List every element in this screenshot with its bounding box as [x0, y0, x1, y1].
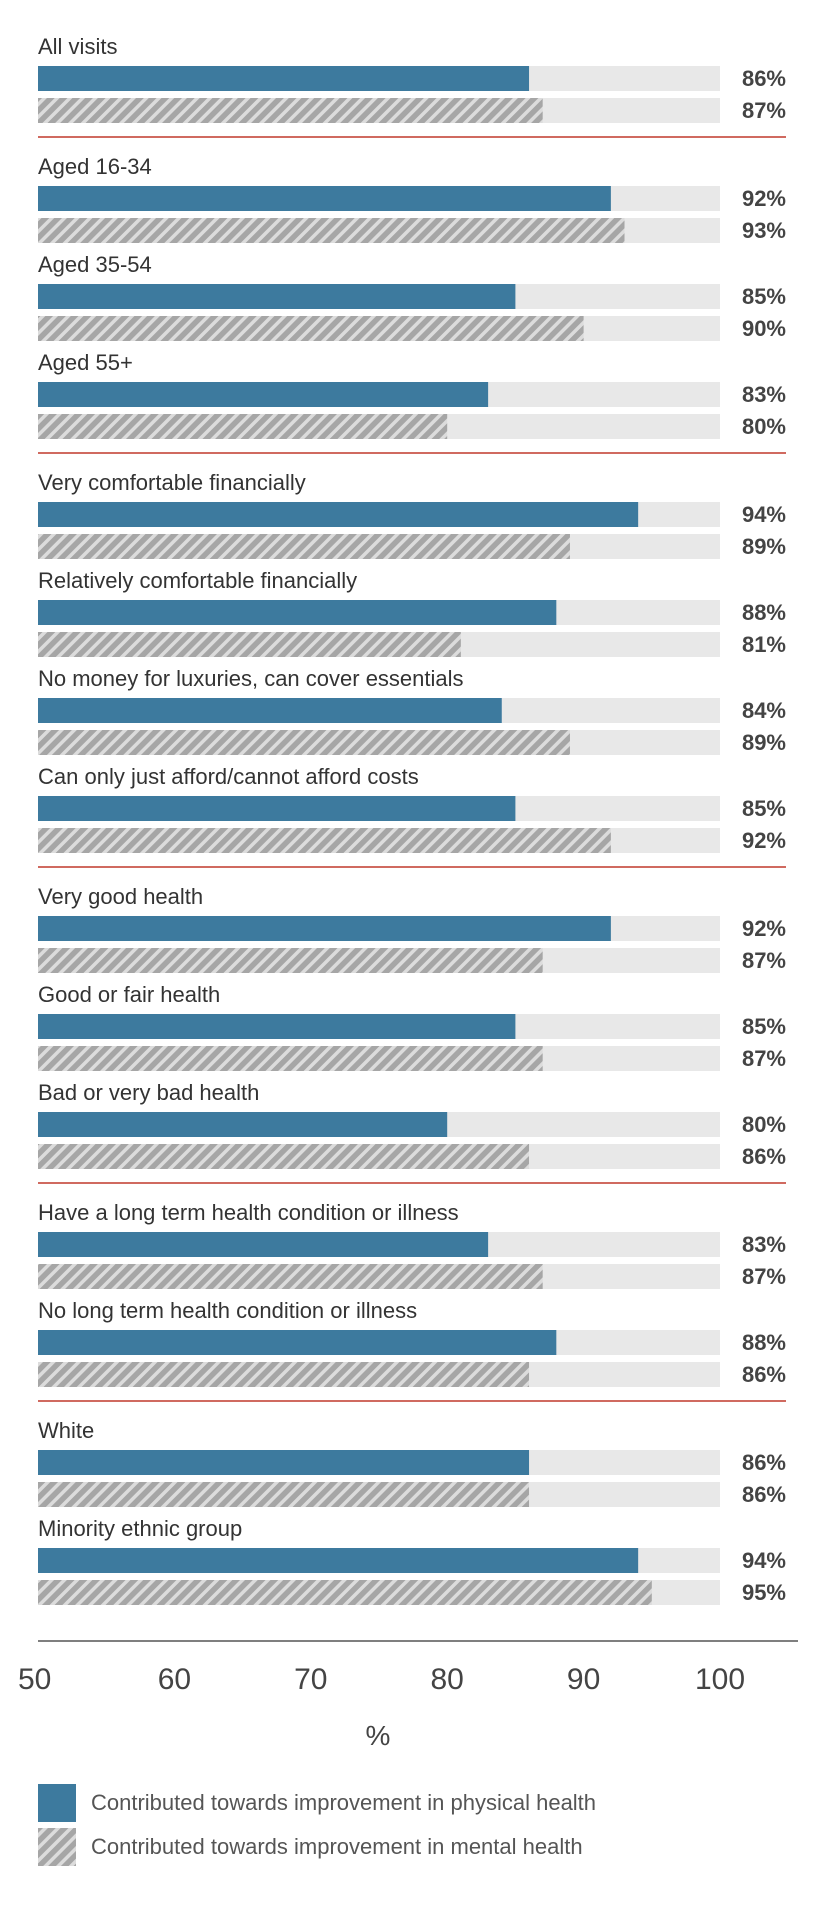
value-label: 92% [742, 186, 786, 211]
value-label: 90% [742, 316, 786, 341]
bar-mental [38, 1046, 543, 1071]
value-label: 86% [742, 1144, 786, 1169]
bar-mental [38, 632, 461, 657]
bar-physical [38, 1330, 557, 1355]
category-label: Aged 35-54 [38, 252, 152, 277]
value-label: 88% [742, 600, 786, 625]
category-label: Very comfortable financially [38, 470, 306, 495]
bar-mental [38, 1264, 543, 1289]
category-label: Can only just afford/cannot afford costs [38, 764, 419, 789]
category-label: Aged 16-34 [38, 154, 152, 179]
bar-physical [38, 1232, 489, 1257]
category-label: Aged 55+ [38, 350, 133, 375]
bar-physical [38, 698, 502, 723]
bar-physical [38, 1112, 448, 1137]
value-label: 87% [742, 1264, 786, 1289]
value-label: 88% [742, 1330, 786, 1355]
category-label: No money for luxuries, can cover essenti… [38, 666, 464, 691]
category-label: All visits [38, 34, 117, 59]
value-label: 87% [742, 948, 786, 973]
plot-area: All visits 86% 87% Aged 16-34 92% 93% Aged 35-… [38, 34, 786, 1605]
x-tick-label: 80 [431, 1663, 464, 1696]
category-label: White [38, 1418, 94, 1443]
bar-mental [38, 98, 543, 123]
value-label: 92% [742, 828, 786, 853]
value-label: 89% [742, 534, 786, 559]
bar-physical [38, 382, 489, 407]
x-tick-label: 50 [18, 1663, 51, 1696]
bar-mental [38, 1362, 530, 1387]
x-tick-label: 70 [294, 1663, 327, 1696]
value-label: 87% [742, 98, 786, 123]
legend-label-physical: Contributed towards improvement in physi… [91, 1790, 596, 1815]
bar-physical [38, 1450, 530, 1475]
value-label: 86% [742, 1450, 786, 1475]
value-label: 94% [742, 502, 786, 527]
value-label: 86% [742, 1362, 786, 1387]
value-label: 83% [742, 382, 786, 407]
bar-physical [38, 916, 611, 941]
bar-mental [38, 948, 543, 973]
bar-physical [38, 796, 516, 821]
value-label: 92% [742, 916, 786, 941]
bar-physical [38, 1014, 516, 1039]
category-label: Good or fair health [38, 982, 220, 1007]
bar-mental [38, 1580, 652, 1605]
category-label: Have a long term health condition or ill… [38, 1200, 459, 1225]
value-label: 83% [742, 1232, 786, 1257]
category-label: Very good health [38, 884, 203, 909]
bar-physical [38, 66, 530, 91]
bar-physical [38, 600, 557, 625]
x-tick-label: 60 [158, 1663, 191, 1696]
value-label: 85% [742, 284, 786, 309]
bar-physical [38, 186, 611, 211]
value-label: 93% [742, 218, 786, 243]
value-label: 86% [742, 1482, 786, 1507]
value-label: 89% [742, 730, 786, 755]
bar-mental [38, 730, 570, 755]
value-label: 85% [742, 796, 786, 821]
value-label: 85% [742, 1014, 786, 1039]
bar-physical [38, 284, 516, 309]
value-label: 94% [742, 1548, 786, 1573]
value-label: 80% [742, 414, 786, 439]
bar-physical [38, 1548, 639, 1573]
x-axis-title: % [366, 1720, 391, 1751]
bar-mental [38, 414, 448, 439]
bar-mental [38, 316, 584, 341]
legend-label-mental: Contributed towards improvement in menta… [91, 1834, 583, 1859]
bar-mental [38, 218, 625, 243]
value-label: 81% [742, 632, 786, 657]
category-label: Bad or very bad health [38, 1080, 259, 1105]
value-label: 87% [742, 1046, 786, 1071]
legend: Contributed towards improvement in physi… [38, 1784, 596, 1866]
bar-physical [38, 502, 639, 527]
x-axis: 50 60 70 80 90 100% [18, 1640, 798, 1751]
bar-mental [38, 534, 570, 559]
value-label: 80% [742, 1112, 786, 1137]
legend-swatch-physical [38, 1784, 76, 1822]
bar-mental [38, 1144, 530, 1169]
value-label: 84% [742, 698, 786, 723]
category-label: No long term health condition or illness [38, 1298, 417, 1323]
bar-mental [38, 828, 611, 853]
x-tick-label: 100 [695, 1663, 745, 1696]
bar-mental [38, 1482, 530, 1507]
x-tick-label: 90 [567, 1663, 600, 1696]
category-label: Relatively comfortable financially [38, 568, 357, 593]
value-label: 86% [742, 66, 786, 91]
category-label: Minority ethnic group [38, 1516, 242, 1541]
legend-swatch-mental [38, 1828, 76, 1866]
value-label: 95% [742, 1580, 786, 1605]
